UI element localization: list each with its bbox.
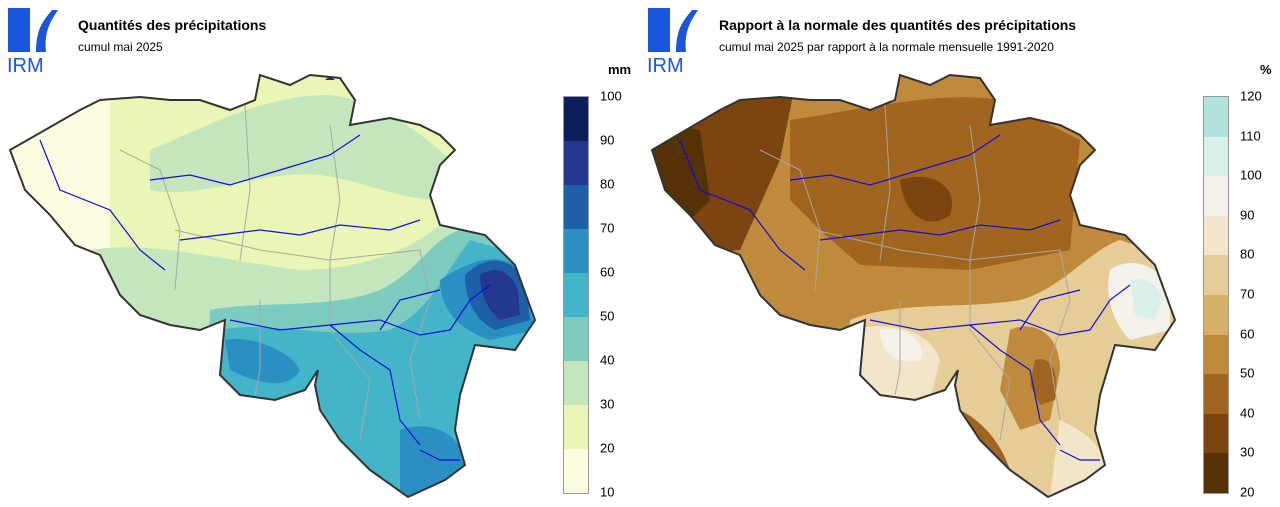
legend-swatch [564, 317, 588, 361]
rivers [679, 134, 1131, 461]
legend-tick: 40 [1240, 405, 1255, 421]
left-title: Quantités des précipitations [78, 17, 267, 33]
legend-tick: 80 [600, 176, 615, 192]
legend-tick: 70 [1240, 286, 1255, 302]
legend-tick: 30 [1240, 444, 1255, 460]
legend-swatch [564, 273, 588, 317]
province-boundaries [119, 104, 431, 441]
legend-tick: 80 [1240, 246, 1255, 262]
legend-tick: 20 [1240, 484, 1255, 500]
legend-swatch [1204, 97, 1228, 137]
legend-tick: 100 [600, 88, 622, 104]
legend-tick: 30 [600, 396, 615, 412]
legend-tick: 60 [600, 264, 615, 280]
belgium-border [650, 73, 1177, 499]
legend-tick: 10 [600, 484, 615, 500]
legend-tick: 70 [600, 220, 615, 236]
left-subtitle: cumul mai 2025 [78, 40, 163, 54]
legend-swatch [564, 449, 588, 493]
legend-tick: 110 [1240, 128, 1261, 144]
legend-tick: 120 [1240, 88, 1262, 104]
legend-tick: 40 [600, 352, 615, 368]
legend-tick: 60 [1240, 326, 1255, 342]
legend-swatch [1204, 413, 1228, 454]
precipitation-map [8, 73, 537, 499]
legend-swatch [1204, 453, 1228, 493]
legend-tick: 20 [600, 440, 615, 456]
legend-swatch [1204, 136, 1228, 177]
right-unit: % [1260, 62, 1272, 77]
belgium-border [8, 73, 537, 499]
legend-swatch [564, 141, 588, 185]
right-title: Rapport à la normale des quantités des p… [719, 17, 1077, 33]
legend-tick: 90 [600, 132, 615, 148]
legend-swatch [1204, 255, 1228, 295]
legend-swatch [1204, 334, 1228, 375]
right-panel: IRM Rapport à la normale des quantités d… [640, 0, 1280, 507]
province-boundaries [759, 104, 1071, 441]
left-legend [563, 96, 589, 494]
left-panel: IRM Quantités des précipitations cumul m… [7, 8, 632, 500]
right-subtitle: cumul mai 2025 par rapport à la normale … [719, 40, 1054, 54]
legend-tick: 90 [1240, 207, 1255, 223]
legend-swatch [1204, 215, 1228, 256]
legend-swatch [1204, 374, 1228, 414]
legend-swatch [564, 361, 588, 405]
logo-text: IRM [647, 55, 684, 74]
legend-swatch [564, 229, 588, 273]
rivers [39, 134, 491, 461]
logo-text: IRM [7, 55, 44, 74]
irm-logo: IRM [647, 8, 698, 74]
legend-tick: 50 [600, 308, 615, 324]
legend-tick: 100 [1240, 167, 1262, 183]
left-unit: mm [608, 62, 632, 77]
irm-logo: IRM [7, 8, 58, 74]
legend-tick: 50 [1240, 365, 1255, 381]
legend-swatch [1204, 295, 1228, 335]
legend-swatch [564, 405, 588, 449]
legend-swatch [564, 185, 588, 229]
legend-swatch [1204, 176, 1228, 216]
right-legend [1203, 96, 1229, 494]
ratio-map [650, 73, 1177, 499]
legend-swatch [564, 97, 588, 141]
